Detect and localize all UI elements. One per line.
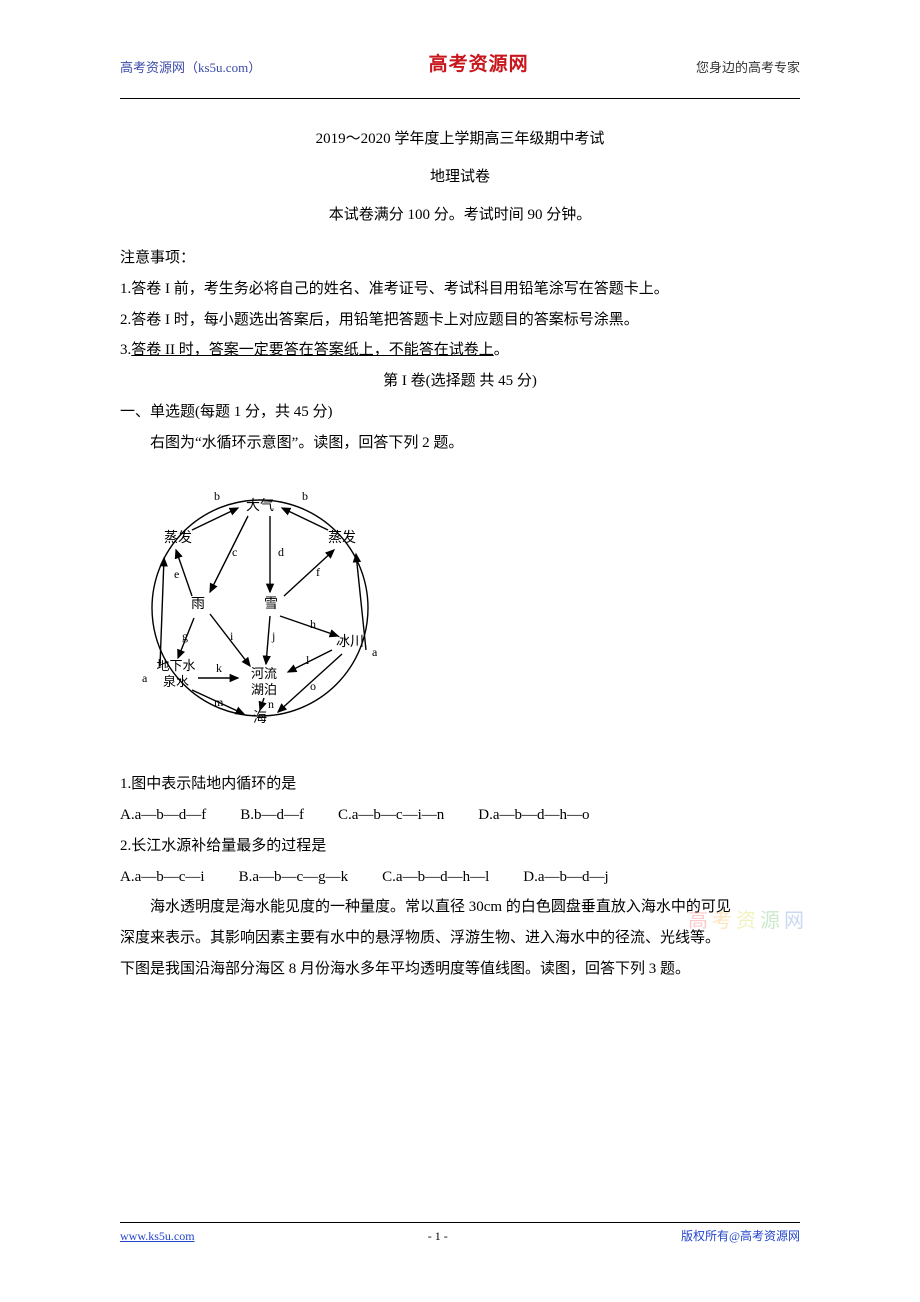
lbl-k: k [216,661,222,675]
footer-page-num: - 1 - [428,1229,448,1244]
title-line-1: 2019～2020 学年度上学期高三年级期中考试 [120,127,800,151]
lbl-d: d [278,545,284,559]
q1-opt-b: B.b—d—f [240,800,304,831]
lbl-m: m [214,695,224,709]
section-sub: 一、单选题(每题 1 分，共 45 分) [120,397,800,428]
q2-opt-c: C.a—b—d—h—l [382,862,489,893]
footer-right: 版权所有@高考资源网 [681,1227,800,1244]
q2-options: A.a—b—c—i B.a—b—c—g—k C.a—b—d—h—l D.a—b—… [120,862,800,893]
q1-opt-c: C.a—b—c—i—n [338,800,444,831]
lbl-g: g [182,629,188,643]
node-sea: 海 [253,710,267,726]
node-snow: 雪 [264,596,278,612]
node-glacier: 冰川 [336,634,364,650]
footer-rule [120,1222,800,1223]
header-rule [120,98,800,99]
notice-item-2: 2.答卷 I 时，每小题选出答案后，用铅笔把答题卡上对应题目的答案标号涂黑。 [120,305,800,336]
q2-opt-b: B.a—b—c—g—k [239,862,349,893]
section-intro-1: 右图为“水循环示意图”。读图，回答下列 2 题。 [120,428,800,459]
lbl-j: j [271,629,275,643]
lbl-b-l: b [214,489,220,503]
title-line-3: 本试卷满分 100 分。考试时间 90 分钟。 [120,203,800,227]
passage2-line3: 下图是我国沿海部分海区 8 月份海水多年平均透明度等值线图。读图，回答下列 3 … [120,954,800,985]
lbl-a-r: a [372,645,378,659]
lbl-a-l: a [142,671,148,685]
page-footer: www.ks5u.com - 1 - 版权所有@高考资源网 [120,1222,800,1244]
notice-heading: 注意事项： [120,243,800,274]
lbl-f: f [316,565,320,579]
q1-opt-a: A.a—b—d—f [120,800,206,831]
q2-stem: 2.长江水源补给量最多的过程是 [120,831,800,862]
notice-item-3: 3.答卷 II 时，答案一定要答在答案纸上，不能答在试卷上。 [120,335,800,366]
node-ground-1: 地下水 [156,658,195,673]
lbl-n: n [268,697,274,711]
q2-opt-d: D.a—b—d—j [523,862,608,893]
lbl-o: o [310,679,316,693]
node-atmos: 大气 [246,498,274,514]
lbl-e: e [174,567,179,581]
footer-left: www.ks5u.com [120,1229,195,1244]
water-cycle-svg: 大气 蒸发 蒸发 雨 雪 冰川 地下水 泉水 河流 湖泊 海 [120,468,400,748]
node-evap-r: 蒸发 [328,530,356,546]
lbl-b-r: b [302,489,308,503]
lbl-c: c [232,545,237,559]
header-right: 您身边的高考专家 [696,57,800,76]
lbl-l: l [306,653,310,667]
passage2-line1: 海水透明度是海水能见度的一种量度。常以直径 30cm 的白色圆盘垂直放入海水中的… [120,892,800,923]
q1-stem: 1.图中表示陆地内循环的是 [120,769,800,800]
title-line-2: 地理试卷 [120,165,800,189]
section-part: 第 I 卷(选择题 共 45 分) [120,366,800,397]
header-left: 高考资源网（ks5u.com） [120,57,261,76]
q1-options: A.a—b—d—f B.b—d—f C.a—b—c—i—n D.a—b—d—h—… [120,800,800,831]
notice-item-1: 1.答卷 I 前，考生务必将自己的姓名、准考证号、考试科目用铅笔涂写在答题卡上。 [120,274,800,305]
node-river-1: 河流 [251,666,277,681]
node-evap-l: 蒸发 [164,530,192,546]
header-center: 高考资源网 [429,49,529,76]
passage2-line2: 深度来表示。其影响因素主要有水中的悬浮物质、浮游生物、进入海水中的径流、光线等。 [120,923,800,954]
lbl-h: h [310,617,316,631]
q2-opt-a: A.a—b—c—i [120,862,205,893]
q1-opt-d: D.a—b—d—h—o [478,800,589,831]
water-cycle-diagram: 大气 蒸发 蒸发 雨 雪 冰川 地下水 泉水 河流 湖泊 海 [120,468,800,753]
node-river-2: 湖泊 [251,682,277,697]
lbl-i: i [230,629,234,643]
node-ground-2: 泉水 [163,674,189,689]
node-rain: 雨 [191,597,205,612]
notice-item-3-underline: 答卷 II 时，答案一定要答在答案纸上，不能答在试卷上 [131,342,494,358]
